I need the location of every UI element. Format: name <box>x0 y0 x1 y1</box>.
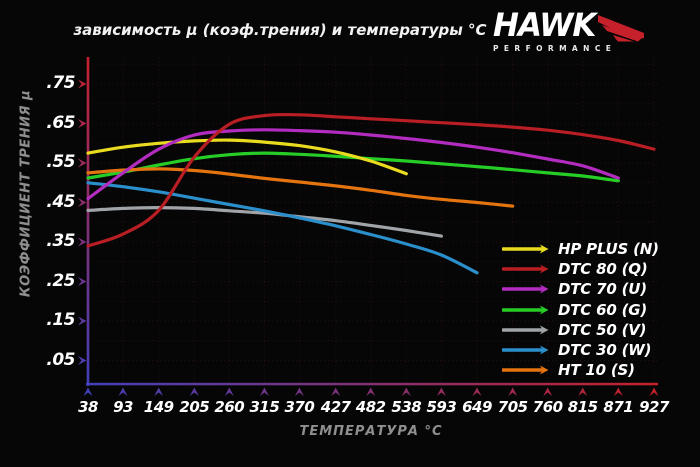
x-tick-label: 482 <box>355 398 386 416</box>
x-tick-arrow-icon <box>543 387 553 396</box>
x-tick-arrow-icon <box>259 387 269 396</box>
x-tick-arrow-icon <box>613 387 623 396</box>
series-curve-dtc-70-u <box>86 128 620 201</box>
x-tick-label: 649 <box>462 398 492 416</box>
legend-item-label: DTC 70 (U) <box>558 280 647 299</box>
x-tick-arrow-icon <box>472 387 482 396</box>
y-tick-arrow-icon <box>78 158 87 168</box>
series-curve-dtc-80-q <box>86 112 656 248</box>
y-tick-label: .15 <box>46 310 75 330</box>
chart-title: зависимость μ (коэф.трения) и температур… <box>73 21 487 39</box>
x-tick-label: 427 <box>320 398 351 416</box>
legend-line-icon <box>502 345 549 355</box>
x-tick-label: 760 <box>532 398 563 416</box>
legend-item-label: DTC 50 (V) <box>558 320 647 339</box>
series-curve-dtc-30-w <box>86 181 479 275</box>
y-tick-label: .55 <box>46 152 75 172</box>
legend-item-label: HP PLUS (N) <box>558 240 659 258</box>
hawk-logo: HAWK PERFORMANCE <box>493 7 658 53</box>
legend-line-icon <box>502 325 549 335</box>
y-tick-arrow-icon <box>78 79 87 89</box>
x-tick-label: 205 <box>179 398 210 416</box>
legend-item: HT 10 (S) <box>502 360 635 380</box>
y-tick-label: .35 <box>46 231 75 251</box>
y-tick-arrow-icon <box>78 356 87 365</box>
y-tick-label: .75 <box>46 73 75 93</box>
x-tick-label: 370 <box>284 398 315 416</box>
x-tick-arrow-icon <box>118 387 128 396</box>
y-tick-arrow-icon <box>78 198 87 207</box>
hawk-wing-icon <box>598 15 645 42</box>
legend-item: DTC 30 (W) <box>502 340 651 360</box>
series-curve-dtc-50-v <box>86 206 443 238</box>
x-tick-arrow-icon <box>401 387 411 396</box>
hawk-logo-text: HAWK <box>493 7 596 45</box>
series-curve-ht-10-s <box>86 167 515 208</box>
legend-item: HP PLUS (N) <box>502 239 659 259</box>
legend-line-icon <box>502 244 549 254</box>
x-tick-arrow-icon <box>331 387 341 396</box>
hawk-logo-subtext: PERFORMANCE <box>493 44 617 53</box>
x-tick-arrow-icon <box>366 387 376 396</box>
x-tick-label: 260 <box>214 398 245 416</box>
x-tick-label: 593 <box>426 398 457 416</box>
x-tick-label: 815 <box>567 398 598 416</box>
x-tick-arrow-icon <box>294 387 304 396</box>
legend-line-icon <box>502 365 549 375</box>
y-tick-arrow-icon <box>78 316 87 326</box>
y-tick-arrow-icon <box>78 119 87 128</box>
x-tick-label: 538 <box>391 398 422 416</box>
x-tick-arrow-icon <box>508 387 518 396</box>
legend-item: DTC 70 (U) <box>502 279 647 299</box>
x-tick-arrow-icon <box>83 387 93 396</box>
legend-item-label: DTC 30 (W) <box>558 341 652 359</box>
x-tick-arrow-icon <box>224 387 234 396</box>
legend-item: DTC 80 (Q) <box>502 259 648 279</box>
legend-line-icon <box>502 305 549 315</box>
x-tick-label: 871 <box>603 398 634 416</box>
y-tick-label: .45 <box>46 191 75 212</box>
x-tick-label: 38 <box>78 398 98 416</box>
grid-lines <box>87 57 657 384</box>
x-axis-line <box>86 382 658 386</box>
legend-item-label: HT 10 (S) <box>558 361 635 380</box>
x-tick-label: 705 <box>497 398 528 416</box>
x-tick-label: 315 <box>249 398 280 416</box>
y-tick-label: .05 <box>46 349 75 370</box>
legend-item-label: DTC 80 (Q) <box>558 260 648 279</box>
x-axis-title: ТЕМПЕРАТУРА °C <box>299 424 443 439</box>
legend-item: DTC 50 (V) <box>502 320 647 340</box>
x-tick-arrow-icon <box>154 387 164 396</box>
x-tick-label: 927 <box>639 398 669 416</box>
legend-line-icon <box>502 264 549 274</box>
x-tick-arrow-icon <box>189 387 199 396</box>
x-tick-arrow-icon <box>578 387 588 396</box>
legend-line-icon <box>502 284 549 294</box>
y-tick-label: .25 <box>46 270 75 291</box>
x-tick-arrow-icon <box>649 387 659 396</box>
x-tick-label: 93 <box>113 398 133 416</box>
legend-item: DTC 60 (G) <box>502 300 647 320</box>
legend-item-label: DTC 60 (G) <box>558 300 648 319</box>
y-tick-arrow-icon <box>78 237 87 247</box>
y-tick-label: .65 <box>46 112 75 133</box>
x-tick-arrow-icon <box>436 387 446 396</box>
x-tick-label: 149 <box>143 398 174 416</box>
y-axis-line <box>86 57 90 386</box>
series-curve-hp-plus-n <box>86 138 408 176</box>
y-tick-arrow-icon <box>78 277 87 286</box>
